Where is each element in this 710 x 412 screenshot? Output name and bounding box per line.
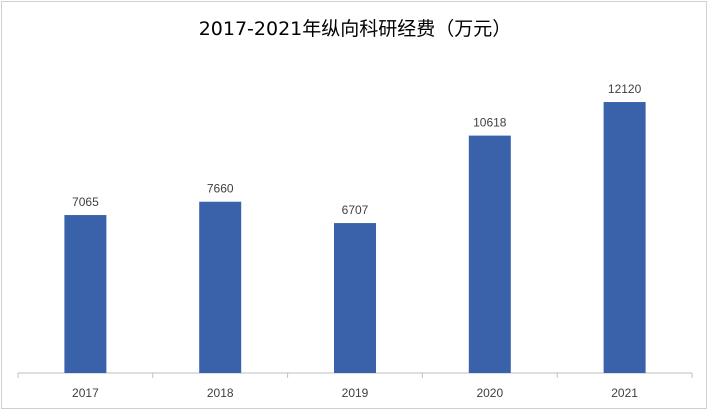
x-tick-label: 2019	[342, 386, 369, 400]
x-tick-label: 2021	[611, 386, 638, 400]
x-tick-label: 2017	[72, 386, 99, 400]
bar-2017	[64, 215, 107, 373]
data-label: 12120	[608, 82, 642, 96]
chart-title: 2017-2021年纵向科研经费（万元）	[198, 18, 512, 40]
data-label: 10618	[473, 116, 507, 130]
x-tick-label: 2018	[207, 386, 234, 400]
bar-2019	[334, 223, 376, 373]
data-label: 6707	[342, 203, 369, 217]
data-label: 7065	[72, 195, 99, 209]
data-label: 7660	[207, 182, 234, 196]
bar-2020	[468, 135, 511, 373]
bar-2021	[603, 102, 646, 373]
bar-2018	[199, 201, 242, 373]
x-tick-label: 2020	[476, 386, 503, 400]
